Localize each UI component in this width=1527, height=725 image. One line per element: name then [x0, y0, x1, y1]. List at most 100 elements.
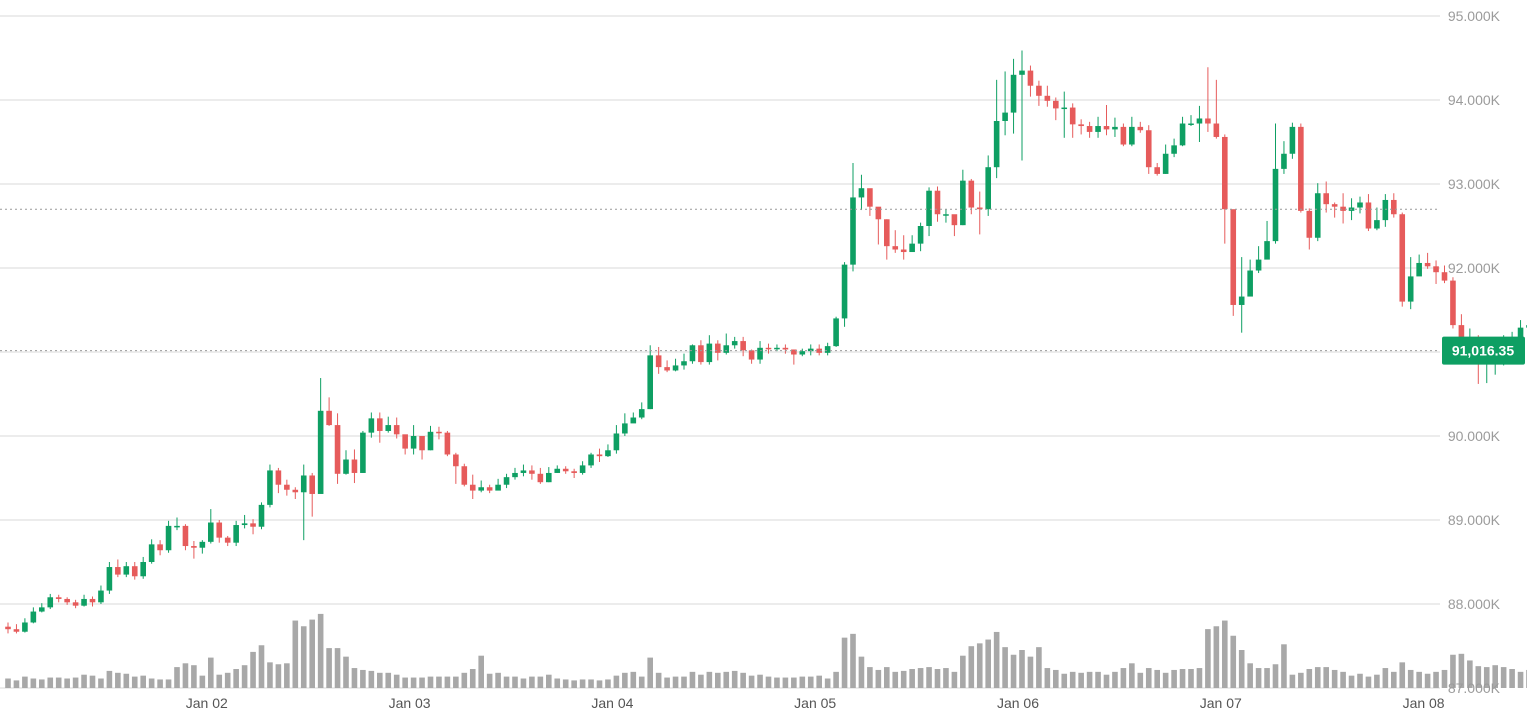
candle [174, 517, 180, 531]
x-tick-label: Jan 03 [389, 695, 431, 711]
candle-body [1374, 220, 1380, 229]
volume-bar [807, 676, 814, 688]
candle [1162, 144, 1169, 174]
candle-body [824, 346, 831, 353]
volume-bar [1247, 663, 1253, 688]
volume-bar [824, 678, 831, 688]
volume-bar [148, 678, 155, 688]
candle [968, 178, 975, 215]
candle [1298, 123, 1304, 213]
candle [1061, 91, 1068, 138]
candle [1441, 265, 1448, 284]
candle-body [1416, 262, 1422, 277]
volume-bar [1458, 653, 1465, 688]
candle [1222, 134, 1228, 244]
volume-bar [1348, 675, 1355, 688]
candle-body [1391, 199, 1397, 215]
candle-body [1222, 136, 1228, 210]
candle-body [546, 472, 552, 483]
candle [123, 562, 130, 578]
volume-bar [816, 675, 822, 688]
candle [64, 597, 70, 605]
volume-bar [917, 668, 924, 688]
volume-bar [1331, 669, 1338, 688]
candle-body [39, 607, 45, 612]
candle [867, 188, 873, 216]
volume-bar [140, 675, 146, 688]
volume-bar [1230, 635, 1237, 688]
x-axis: Jan 02 Jan 03 Jan 04 Jan 05 Jan 06 Jan 07 Jan … [186, 695, 1445, 711]
candle [486, 484, 493, 494]
candle [98, 585, 104, 604]
volume-bar [1272, 664, 1279, 688]
candle [537, 467, 544, 484]
candle [926, 187, 932, 237]
y-tick-label: 88.000K [1448, 596, 1501, 612]
candle [1255, 246, 1262, 274]
volume-bar [410, 677, 417, 688]
volume-bar [774, 677, 780, 688]
candle-body [131, 566, 138, 577]
volume-bar [723, 671, 730, 688]
candle [292, 487, 299, 499]
volume-bar [1002, 647, 1008, 688]
candle [368, 412, 375, 438]
candle [469, 474, 476, 499]
current-price-tag: 91,016.35 [1442, 336, 1525, 365]
candle [951, 214, 958, 237]
candle-body [503, 477, 510, 485]
volume-bar [224, 672, 231, 688]
candle [546, 467, 552, 483]
volume-bar [698, 674, 704, 688]
volume-bar [1188, 669, 1194, 688]
candle-body [191, 546, 197, 548]
candle [579, 461, 586, 475]
candle-body [867, 188, 873, 207]
candle [1382, 194, 1389, 227]
candle-body [884, 219, 890, 247]
candle-body [681, 361, 687, 366]
volume-bar [1492, 665, 1498, 688]
volume-bar [689, 671, 696, 688]
candle-body [1272, 168, 1279, 242]
candle-body [334, 425, 341, 474]
candle [1433, 260, 1439, 284]
candle-body [926, 190, 932, 226]
candle-body [647, 355, 653, 410]
volume-bar [216, 674, 223, 688]
candle-body [731, 341, 738, 346]
volume-bar [850, 633, 856, 688]
volume-bar [596, 680, 603, 688]
candle-body [1517, 327, 1524, 339]
candle [1424, 252, 1431, 269]
volume-bar [765, 676, 772, 688]
volume-bar [1112, 671, 1118, 688]
volume-bar [799, 676, 806, 688]
candle [326, 397, 332, 426]
volume-bar [1120, 668, 1127, 688]
candle [267, 464, 273, 508]
volume-bar [968, 646, 975, 688]
volume-bar [867, 667, 873, 688]
candle-body [419, 436, 425, 451]
candle-body [1069, 107, 1076, 125]
candle-body [1407, 276, 1414, 302]
candle [402, 434, 408, 455]
volume-bar [537, 676, 544, 688]
volume-bar [1500, 667, 1507, 688]
candle-body [1196, 118, 1203, 124]
candle [1069, 103, 1076, 138]
candle-body [1103, 126, 1110, 130]
candle-body [689, 345, 696, 362]
volume-bar [317, 613, 324, 688]
volume-bar [791, 677, 797, 688]
candle [275, 467, 282, 494]
volume-bar [892, 671, 899, 688]
volume-bar [486, 673, 493, 688]
volume-bar [300, 626, 307, 688]
candle [115, 559, 121, 578]
reference-line [0, 208, 1440, 352]
volume-bar [672, 676, 679, 688]
volume-bar [1196, 668, 1203, 688]
volume-bar [1433, 671, 1439, 688]
